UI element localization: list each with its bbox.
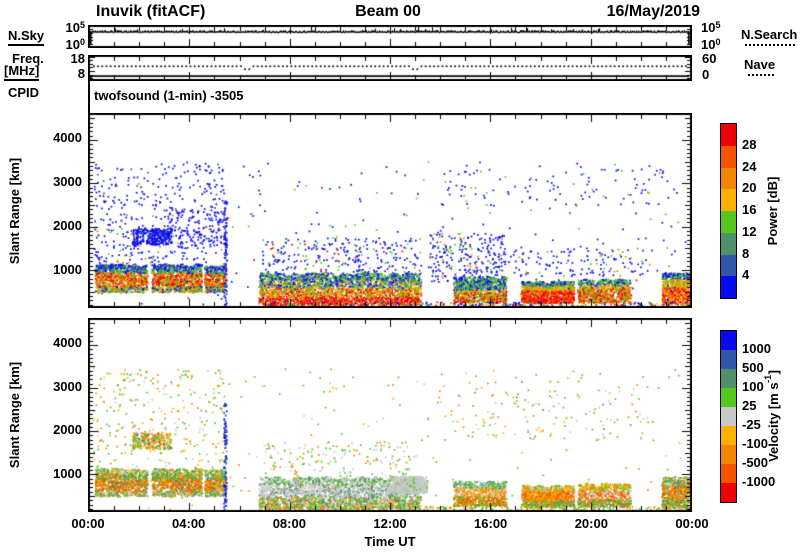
freq-tick-top: 18 [70,51,85,66]
ytick-label: 4000 [53,130,82,146]
colorbar-segment [721,445,736,464]
nsky-tick-bottom: 100 [40,37,85,52]
colorbar-tick-label: -500 [742,455,769,470]
xaxis-label: Time UT [364,534,416,549]
nsearch-label: N.Search [741,27,798,42]
nsky-panel-canvas [88,25,692,48]
colorbar-segment [721,464,736,483]
colorbar-tick-label: 1000 [742,341,771,356]
colorbar-tick-label: 24 [742,158,757,174]
nave-tick-top: 60 [702,51,717,66]
ytick-label: 2000 [53,217,82,233]
nave-dotted-line [748,74,774,76]
colorbar-segment [721,189,736,211]
velocity-ylabel: Slant Range [km] [7,361,22,469]
ytick-label: 2000 [53,422,82,438]
colorbar-segment [721,331,736,350]
colorbar-segment [721,254,736,277]
colorbar-tick-label: 20 [742,180,757,196]
colorbar-tick-label: 500 [742,360,764,375]
colorbar-tick-label: 4 [742,267,750,283]
colorbar-segment [721,350,736,369]
freq-tick-bottom: 8 [77,66,85,81]
nsearch-tick-bottom-base: 10 [701,37,716,52]
nsky-tick-top: 105 [40,20,85,35]
nave-tick-bottom: 0 [702,67,710,82]
colorbar-segment [721,124,736,146]
nsearch-tick-top-exp: 5 [715,20,721,30]
velocity-colorbar-title-prefix: Velocity [m s [766,382,781,462]
xtick-label: 20:00 [574,516,608,531]
colorbar-segment [721,388,736,407]
colorbar-segment [721,167,736,190]
colorbar-tick-label: 12 [742,223,757,239]
page-title: Inuvik (fitACF) [96,3,206,20]
colorbar-tick-label: 100 [742,379,764,394]
power-ylabel: Slant Range [km] [7,157,22,265]
ytick-label: 1000 [53,465,82,481]
xtick-label: 08:00 [272,516,306,531]
nsky-tick-bottom-exp: 0 [79,37,85,47]
nsky-tick-bottom-base: 10 [65,37,80,52]
nsearch-dotted-line [745,44,795,46]
nsearch-tick-bottom-exp: 0 [715,37,721,47]
power-colorbar [720,123,737,299]
colorbar-tick-label: 16 [742,202,757,217]
xtick-label: 04:00 [172,516,206,531]
colorbar-segment [721,369,736,388]
colorbar-segment [721,426,736,445]
colorbar-segment [721,145,736,168]
freq-panel-canvas [88,55,692,81]
colorbar-segment [721,276,736,298]
colorbar-segment [721,483,736,502]
freq-axis-label-line2: [MHz] [4,64,40,81]
freq-axis-label-line1: Freq. [12,51,44,66]
velocity-colorbar-title-sup: -1 [763,374,773,383]
date-label: 16/May/2019 [606,3,700,20]
ytick-label: 1000 [53,261,82,277]
nsky-tick-top-exp: 5 [79,20,85,30]
colorbar-segment [721,232,736,255]
colorbar-segment [721,211,736,233]
xtick-label: 16:00 [474,516,508,531]
power-colorbar-title: Power [dB] [765,176,780,246]
cpid-value: twofsound (1-min) -3505 [94,88,244,103]
colorbar-tick-label: -100 [742,436,769,451]
velocity-colorbar-title: Velocity [m s-1] [763,370,781,462]
nsearch-tick-top: 105 [701,20,721,35]
colorbar-segment [721,407,736,426]
colorbar-tick-label: -25 [742,417,761,432]
ytick-label: 4000 [53,335,82,351]
nsky-axis-label: N.Sky [8,29,45,46]
power-panel-canvas [88,113,692,308]
cpid-label: CPID [8,85,40,100]
nsearch-tick-top-base: 10 [701,20,716,35]
ytick-label: 3000 [53,378,82,394]
xtick-label: 12:00 [373,516,407,531]
xtick-label: 00:00 [675,516,709,531]
nave-label: Nave [744,57,776,72]
colorbar-tick-label: 25 [742,398,757,413]
ytick-label: 3000 [53,174,82,190]
velocity-colorbar [720,330,737,503]
beam-label: Beam 00 [355,3,421,20]
nsky-tick-top-base: 10 [65,20,80,35]
xtick-label: 00:00 [71,516,105,531]
colorbar-tick-label: 8 [742,245,750,261]
colorbar-tick-label: -1000 [742,474,776,489]
velocity-panel-canvas [88,318,692,512]
cpid-axis-line [88,81,90,113]
nsearch-tick-bottom: 100 [701,37,721,52]
colorbar-tick-label: 28 [742,136,757,152]
